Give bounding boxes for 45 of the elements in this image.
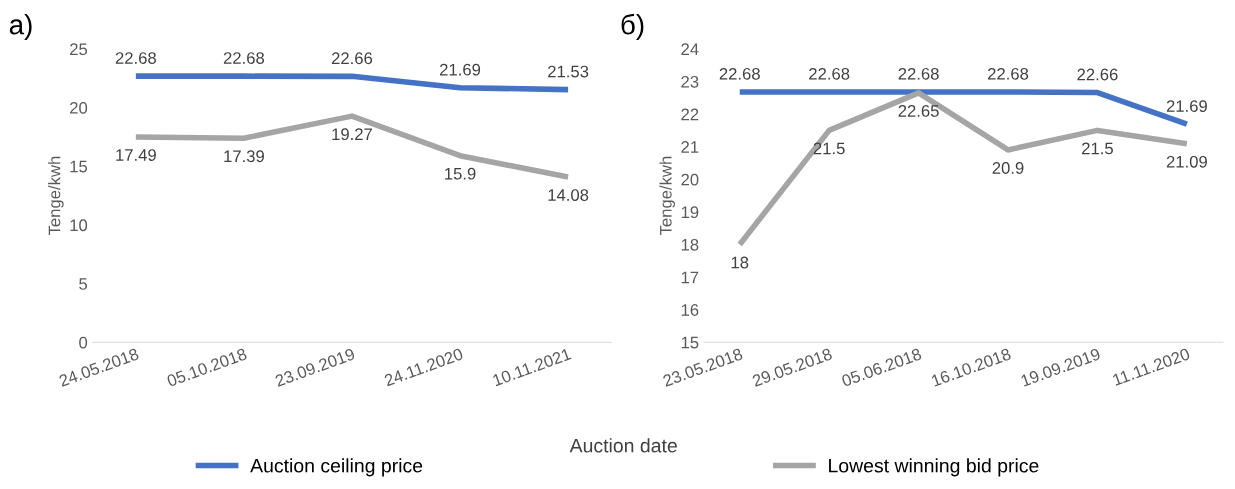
data-label: 17.49 — [116, 149, 156, 161]
y-tick-label: 24 — [681, 43, 699, 55]
data-label: 17.39 — [224, 150, 264, 163]
y-tick-label: 25 — [70, 43, 88, 56]
legend-label: Lowest winning bid price — [829, 458, 1039, 477]
data-label: 18 — [731, 256, 749, 269]
data-label: 22.66 — [1077, 68, 1118, 81]
data-label: 21.5 — [1082, 142, 1113, 155]
y-axis-title: Tenge/kwh — [48, 156, 64, 236]
data-label: 22.68 — [988, 67, 1029, 80]
y-tick-label: 21 — [681, 141, 699, 153]
chart-title: б) — [621, 13, 644, 40]
y-tick-label: 5 — [79, 278, 88, 290]
data-label: 21.69 — [440, 63, 481, 76]
y-tick-label: 15 — [70, 160, 88, 173]
data-label: 21.53 — [548, 65, 589, 78]
data-label: 21.69 — [1166, 100, 1207, 113]
y-tick-label: 19 — [681, 206, 699, 219]
data-label: 22.66 — [331, 52, 373, 65]
data-label: 22.68 — [719, 67, 760, 80]
y-tick-label: 20 — [70, 101, 88, 114]
data-label: 21.09 — [1166, 155, 1207, 168]
y-axis-title: Tenge/kwh — [659, 156, 675, 236]
y-tick-label: 22 — [681, 108, 699, 121]
data-label: 22.68 — [223, 52, 265, 64]
data-label: 14.08 — [548, 189, 589, 201]
data-label: 15.9 — [445, 167, 476, 180]
y-tick-label: 10 — [70, 219, 88, 232]
data-label: 22.68 — [115, 52, 156, 64]
x-axis-title: Auction date — [569, 438, 677, 453]
y-tick-label: 20 — [681, 173, 699, 186]
data-label: 21.5 — [813, 142, 845, 155]
data-label: 20.9 — [992, 162, 1024, 174]
data-label: 19.27 — [332, 128, 372, 141]
y-tick-label: 18 — [681, 238, 699, 251]
data-label: 22.65 — [898, 105, 939, 117]
y-tick-label: 23 — [681, 75, 699, 88]
chart-title: а) — [9, 14, 32, 40]
y-tick-label: 0 — [79, 336, 88, 349]
y-tick-label: 17 — [681, 271, 699, 284]
legend-label: Auction ceiling price — [250, 458, 423, 477]
data-label: 22.68 — [809, 67, 850, 80]
y-tick-label: 16 — [681, 304, 699, 316]
y-tick-label: 15 — [681, 336, 699, 349]
data-label: 22.68 — [898, 67, 939, 80]
